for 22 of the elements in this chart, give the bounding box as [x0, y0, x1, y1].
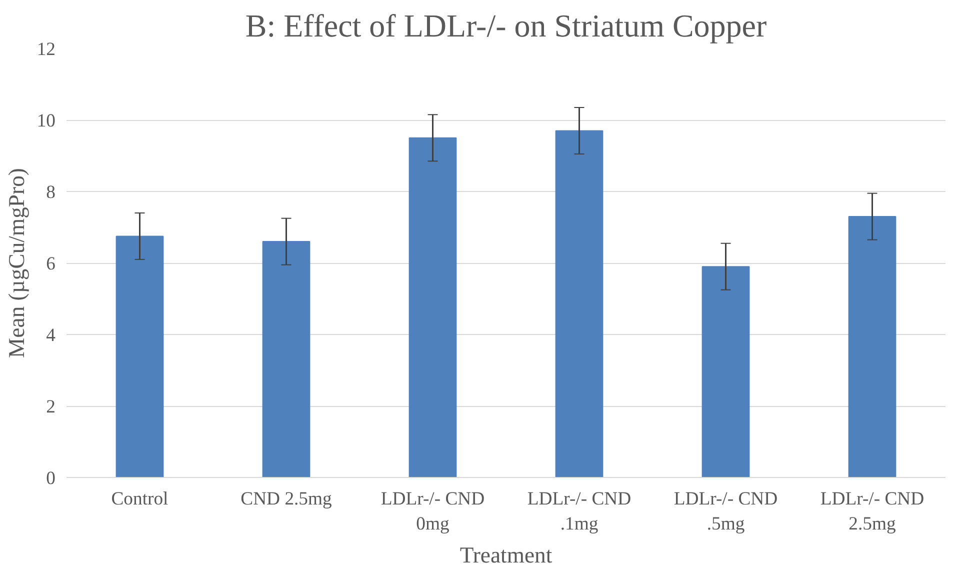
y-axis-title: Mean (µgCu/mgPro): [4, 168, 29, 358]
bar: [116, 236, 164, 478]
x-tick-label: LDLr-/- CND 0mg: [380, 488, 485, 535]
bar: [702, 266, 750, 478]
y-tick-label: 12: [36, 39, 56, 60]
y-tick-label: 2: [46, 396, 56, 418]
bar: [555, 130, 604, 478]
x-tick-label: LDLr-/- CND 2.5mg: [820, 488, 924, 535]
x-axis-title: Treatment: [460, 542, 553, 568]
x-tick-label: CND 2.5mg: [240, 488, 332, 510]
y-tick-label: 4: [46, 325, 56, 346]
chart-title: B: Effect of LDLr-/- on Striatum Copper: [245, 8, 767, 44]
y-tick-label: 8: [46, 182, 56, 203]
y-tick-label: 0: [46, 468, 56, 489]
x-tick-label: LDLr-/- CND .5mg: [674, 488, 778, 535]
y-tick-label: 6: [46, 254, 56, 274]
bar: [848, 216, 896, 478]
bar: [262, 241, 310, 478]
y-tick-label: 10: [36, 110, 56, 132]
x-tick-label: Control: [111, 488, 168, 510]
x-tick-label: LDLr-/- CND .1mg: [527, 488, 632, 535]
bar: [408, 137, 457, 478]
